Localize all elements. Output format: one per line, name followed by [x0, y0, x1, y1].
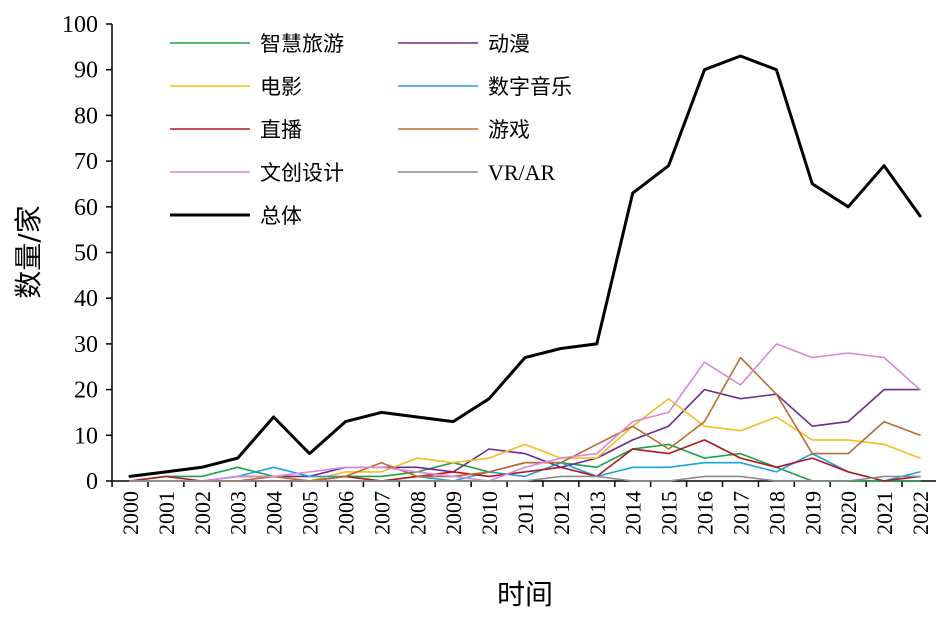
- y-tick-label: 70: [74, 149, 98, 175]
- legend-label: 文创设计: [260, 161, 344, 185]
- x-tick-label: 2014: [621, 491, 646, 535]
- x-tick-label: 2010: [477, 491, 502, 535]
- legend-label: 动漫: [488, 32, 530, 56]
- legend-label: 游戏: [488, 118, 530, 142]
- y-tick-label: 90: [74, 58, 98, 84]
- series-line-总体: [128, 54, 922, 478]
- x-tick-label: 2020: [836, 491, 861, 535]
- y-tick-label: 10: [74, 423, 98, 449]
- x-tick-label: 2021: [872, 491, 897, 535]
- x-tick-label: 2022: [908, 491, 933, 535]
- x-tick-label: 2000: [118, 491, 143, 535]
- x-tick-label: 2004: [262, 491, 287, 535]
- y-tick-label: 0: [86, 469, 98, 495]
- series-line-电影: [129, 397, 921, 482]
- series-line-VR/AR: [129, 475, 921, 482]
- x-tick-label: 2005: [298, 491, 323, 535]
- legend-item: 电影: [170, 75, 302, 99]
- legend-item: 游戏: [398, 118, 530, 142]
- y-tick-label: 40: [74, 286, 98, 312]
- x-tick-label: 2012: [549, 491, 574, 535]
- legend-label: 智慧旅游: [260, 32, 344, 56]
- legend-item: 智慧旅游: [170, 32, 344, 56]
- y-tick-label: 50: [74, 241, 98, 267]
- series-line-游戏: [129, 356, 921, 482]
- x-tick-label: 2011: [513, 491, 538, 534]
- legend-item: 总体: [170, 204, 302, 228]
- x-tick-label: 2017: [728, 491, 753, 535]
- legend-item: 动漫: [398, 32, 530, 56]
- x-tick-label: 2009: [441, 491, 466, 535]
- legend-label: 总体: [260, 204, 302, 228]
- legend-item: 文创设计: [170, 161, 344, 185]
- legend-label: 数字音乐: [488, 75, 572, 99]
- legend-item: 直播: [170, 118, 302, 142]
- x-tick-label: 2003: [226, 491, 251, 535]
- x-tick-label: 2016: [693, 491, 718, 535]
- x-tick-label: 2008: [405, 491, 430, 535]
- legend-label: 电影: [260, 75, 302, 99]
- x-tick-label: 2015: [657, 491, 682, 535]
- y-axis-title: 数量/家: [12, 205, 45, 298]
- x-axis-title: 时间: [497, 578, 553, 611]
- series-lines: [128, 54, 922, 482]
- x-tick-label: 2018: [764, 491, 789, 535]
- y-tick-label: 30: [74, 332, 98, 358]
- x-tick-label: 2002: [190, 491, 215, 535]
- x-tick-label: 2006: [333, 491, 358, 535]
- x-tick-label: 2007: [369, 491, 394, 535]
- series-line-数字音乐: [129, 452, 921, 482]
- y-tick-label: 20: [74, 378, 98, 404]
- legend-label: 直播: [260, 118, 302, 142]
- legend-item: 数字音乐: [398, 75, 572, 99]
- series-line-文创设计: [129, 343, 921, 482]
- legend-item: VR/AR: [398, 160, 556, 185]
- y-tick-label: 100: [62, 12, 98, 38]
- y-tick-label: 80: [74, 103, 98, 129]
- y-tick-label: 60: [74, 195, 98, 221]
- axes: 0 10 20 30 40 50 60 70 80 90 100 2000 2001 2002 2003 20…: [62, 12, 936, 535]
- x-tick-label: 2013: [585, 491, 610, 535]
- x-tick-label: 2019: [800, 491, 825, 535]
- x-tick-label: 2001: [154, 491, 179, 535]
- legend-label: VR/AR: [488, 160, 556, 185]
